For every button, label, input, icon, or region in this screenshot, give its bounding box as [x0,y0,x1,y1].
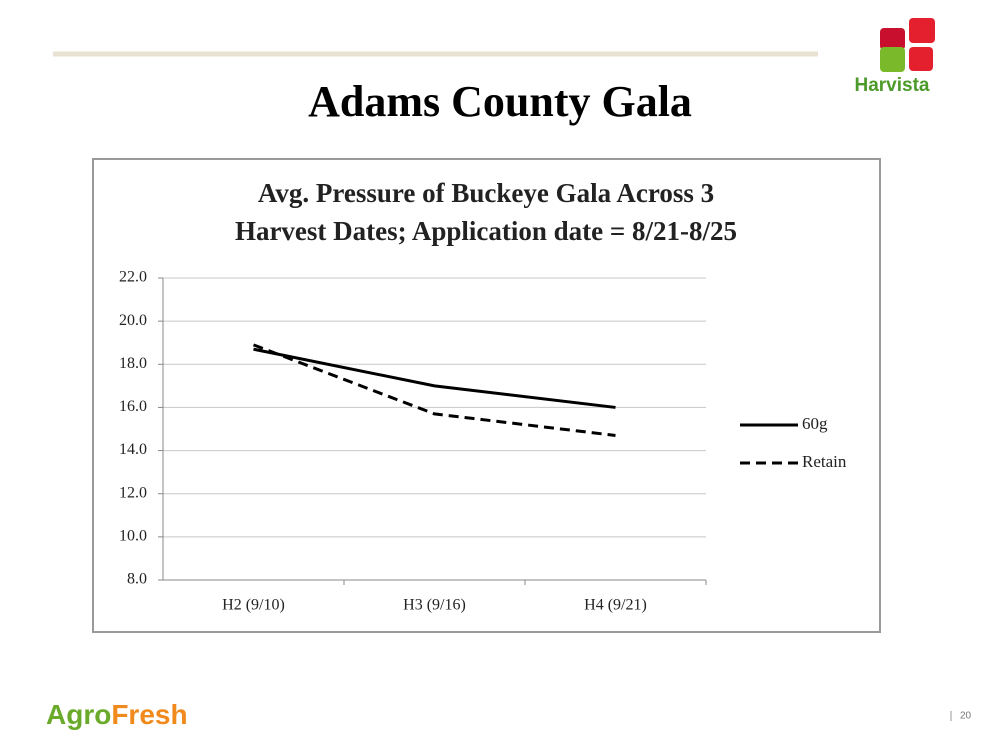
chart-frame [92,158,881,633]
x-tick-label: H2 (9/10) [222,597,285,614]
x-tick-label: H4 (9/21) [584,597,647,614]
y-tick-label: 20.0 [119,312,147,329]
y-tick-label: 22.0 [119,269,147,286]
y-tick-label: 8.0 [127,571,147,588]
legend-label: Retain [802,452,847,471]
page-number: 20 [960,711,972,722]
y-tick-label: 16.0 [119,398,147,415]
series-line [252,343,616,437]
y-tick-label: 10.0 [119,528,147,545]
brand-logo: Harvista [855,75,930,96]
footer-logo: AgroFresh [46,699,188,730]
chart-title: Harvest Dates; Application date = 8/21-8… [235,216,737,246]
footer-logo-first: Agro [46,699,111,730]
series-line [253,347,616,409]
y-tick-label: 14.0 [119,441,147,458]
legend-label: 60g [802,414,828,433]
footer-logo-second: Fresh [111,699,187,730]
x-tick-label: H3 (9/16) [403,597,466,614]
y-tick-label: 12.0 [119,484,147,501]
chart-title: Avg. Pressure of Buckeye Gala Across 3 [258,178,714,208]
chart: Avg. Pressure of Buckeye Gala Across 3 Ha… [119,178,847,613]
slide-title: Adams County Gala [308,77,692,126]
y-tick-label: 18.0 [119,355,147,372]
harvista-icon [880,18,935,72]
